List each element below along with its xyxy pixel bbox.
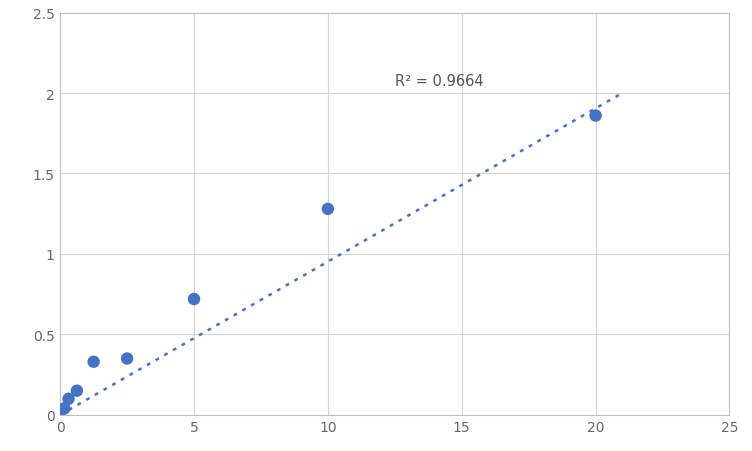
Point xyxy=(590,113,602,120)
Point xyxy=(188,296,200,303)
Point xyxy=(71,387,83,395)
Text: R² = 0.9664: R² = 0.9664 xyxy=(395,74,484,89)
Point xyxy=(322,206,334,213)
Point xyxy=(59,405,71,412)
Point xyxy=(62,395,74,402)
Point xyxy=(121,355,133,362)
Point xyxy=(87,359,99,366)
Point xyxy=(54,408,66,415)
